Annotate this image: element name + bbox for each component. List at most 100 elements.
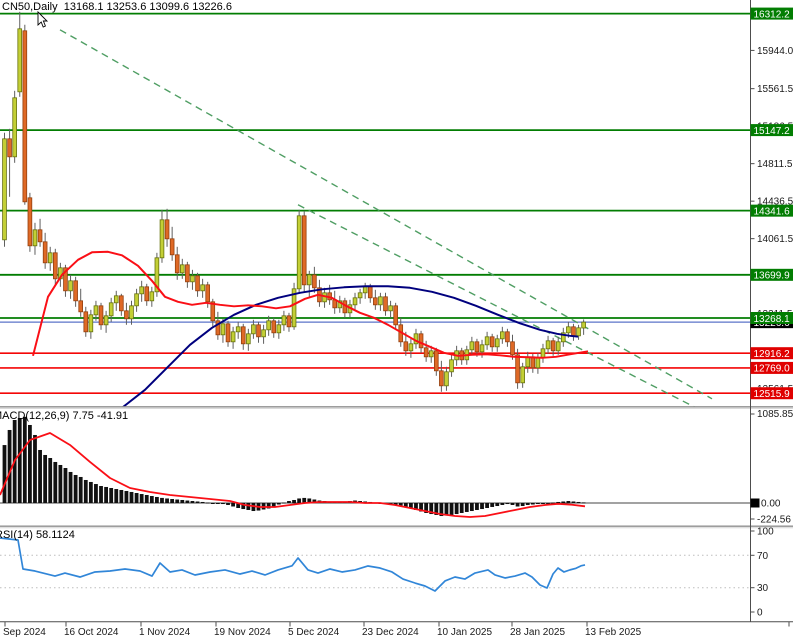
macd-bar (571, 501, 576, 503)
bull-candle (479, 344, 485, 353)
macd-bar (78, 476, 83, 503)
price-tick-label: 15561.5 (757, 84, 793, 95)
bull-candle (159, 219, 165, 259)
date-label: 5 Dec 2024 (288, 627, 340, 638)
bear-candle (7, 138, 12, 158)
badge-bg (750, 7, 793, 20)
macd-bar (419, 503, 423, 512)
macd-bar (28, 424, 32, 503)
macd-bar (124, 491, 129, 503)
bull-candle (93, 305, 99, 316)
bull-candle (276, 324, 282, 334)
macd-bar (165, 498, 169, 503)
bear-candle (205, 284, 211, 303)
macd-bar (155, 496, 159, 503)
macd-bar (292, 499, 296, 503)
bear-candle (510, 341, 515, 356)
macd-signal-line (0, 432, 586, 518)
rsi-line (0, 537, 586, 592)
macd-bar (241, 503, 246, 510)
badge-bg (750, 387, 793, 400)
bear-candle (144, 286, 150, 302)
price-axis[interactable] (750, 0, 793, 622)
macd-bar (134, 493, 139, 503)
macd-bar (215, 503, 220, 504)
bull-candle (103, 315, 109, 326)
bear-candle (312, 274, 317, 289)
bull-candle (17, 28, 23, 93)
macd-bar (114, 489, 119, 503)
price-level-badge: 12916.2 (750, 347, 793, 360)
macd-bar (190, 501, 195, 503)
macd-bar (144, 494, 149, 503)
bull-candle (500, 331, 505, 340)
bear-candle (403, 341, 409, 352)
macd-bar (480, 503, 484, 510)
bear-candle (98, 305, 104, 326)
bull-candle (139, 286, 144, 295)
macd-bar (541, 503, 545, 504)
macd-bar (439, 503, 444, 517)
macd-bar (185, 500, 190, 503)
macd-bar (231, 503, 235, 507)
macd-bar (2, 445, 7, 503)
macd-bar (485, 503, 489, 508)
bear-candle (515, 354, 520, 384)
bear-candle (256, 324, 261, 338)
macd-bar (246, 503, 251, 510)
bear-candle (37, 229, 43, 243)
chart-title-ohlc: CN50,Daily 13168.1 13253.6 13099.6 13226… (2, 1, 232, 13)
macd-bar (266, 503, 271, 509)
date-label: 16 Oct 2024 (64, 627, 119, 638)
macd-bar (221, 503, 225, 505)
price-tick-label: 14811.5 (757, 159, 793, 170)
descending-trendline[interactable] (297, 204, 700, 410)
descending-trendline[interactable] (59, 29, 713, 400)
badge-bg (750, 204, 793, 217)
bull-candle (47, 252, 53, 264)
ma-fast-line (32, 250, 589, 359)
bull-candle (428, 350, 434, 358)
rsi-panel (0, 537, 750, 592)
bull-candle (545, 340, 551, 350)
macd-bar (546, 503, 550, 504)
date-label: 13 Feb 2025 (585, 627, 642, 638)
bull-candle (200, 284, 205, 292)
bull-candle (266, 320, 271, 331)
bull-candle (535, 357, 541, 369)
macd-bar (139, 494, 144, 503)
macd-bar (63, 468, 68, 503)
macd-bar (104, 486, 108, 503)
bull-candle (444, 371, 449, 387)
bear-candle (433, 350, 439, 372)
bull-candle (32, 229, 38, 247)
macd-bar (276, 503, 281, 505)
macd-bar (99, 486, 103, 503)
rsi-indicator-label: RSI(14) 58.1124 (0, 529, 75, 541)
badge-label: 14341.6 (754, 206, 791, 217)
date-label: 10 Jan 2025 (437, 627, 492, 638)
bear-candle (550, 340, 556, 352)
macd-bar (403, 503, 408, 507)
bear-candle (22, 30, 28, 203)
bear-candle (571, 326, 576, 337)
bear-candle (164, 219, 170, 240)
macd-bar (88, 481, 93, 503)
bull-candle (449, 359, 454, 373)
bear-candle (373, 297, 378, 306)
macd-bar (236, 503, 241, 508)
macd-bar (297, 498, 302, 503)
price-level-badge: 16312.2 (750, 7, 793, 20)
bull-candle (494, 338, 500, 348)
date-axis[interactable] (0, 622, 793, 639)
macd-bar (17, 418, 22, 503)
rsi-scale-label: 30 (757, 583, 769, 594)
macd-bar (469, 503, 474, 512)
bear-candle (271, 320, 277, 334)
macd-bar (495, 503, 500, 507)
macd-bar (414, 503, 418, 510)
macd-bar (449, 503, 454, 515)
bear-candle (53, 252, 58, 280)
price-level-badge: 13268.1 (750, 312, 793, 325)
